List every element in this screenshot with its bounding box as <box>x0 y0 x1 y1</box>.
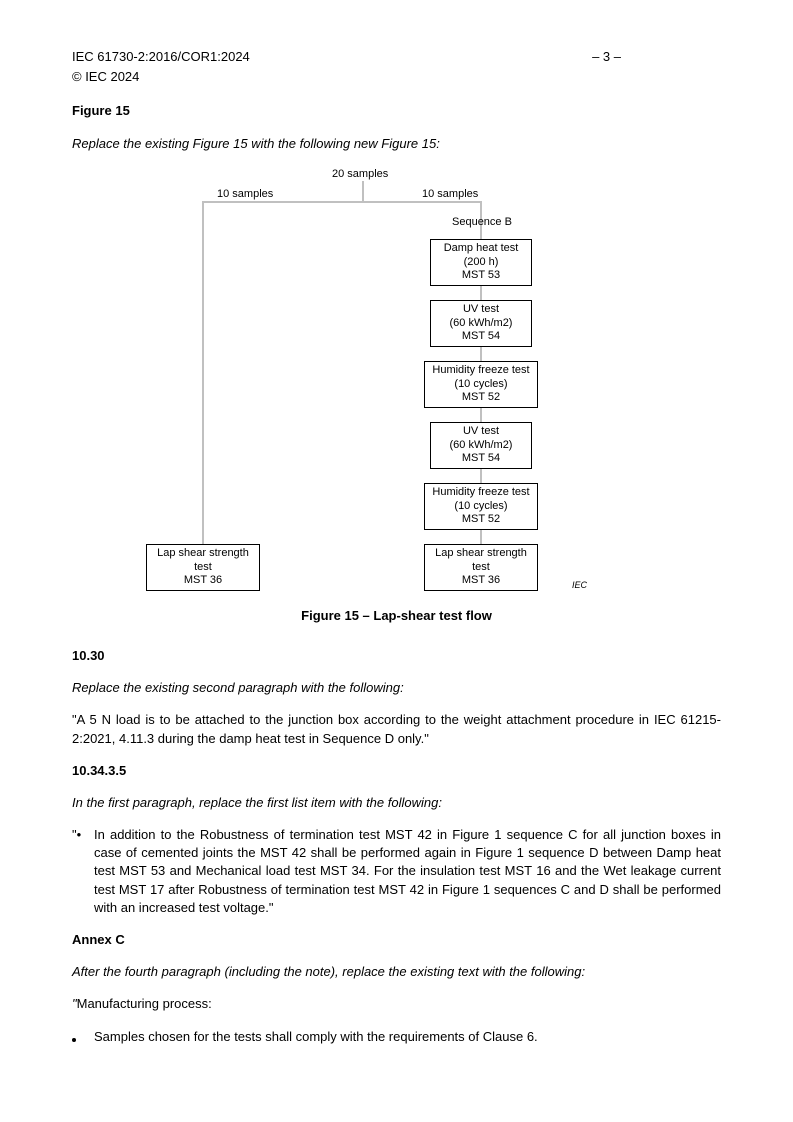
bullet-prefix: "• <box>72 826 94 917</box>
annex-c-title: Annex C <box>72 931 721 949</box>
page-header: IEC 61730-2:2016/COR1:2024 – 3 – <box>72 48 721 66</box>
annex-c-bullet-item: Samples chosen for the tests shall compl… <box>72 1028 721 1046</box>
connector <box>202 201 204 544</box>
figure-15-title: Figure 15 <box>72 102 721 120</box>
section-103435-list-item: "• In addition to the Robustness of term… <box>72 826 721 917</box>
box-uv-1: UV test(60 kWh/m2)MST 54 <box>430 300 532 347</box>
flowchart-figure-15: 20 samples 10 samples 10 samples Sequenc… <box>72 167 721 597</box>
top-samples-label: 20 samples <box>332 167 388 182</box>
bullet-dot <box>72 1028 94 1046</box>
section-1030-title: 10.30 <box>72 647 721 665</box>
annex-c-lead: "Manufacturing process: <box>72 995 721 1013</box>
sequence-b-label: Sequence B <box>452 215 512 230</box>
copyright-line: © IEC 2024 <box>72 68 721 86</box>
page-number: – 3 – <box>592 48 721 66</box>
box-uv-2: UV test(60 kWh/m2)MST 54 <box>430 422 532 469</box>
lead-text: Manufacturing process: <box>77 996 212 1011</box>
left-branch-label: 10 samples <box>217 187 273 202</box>
doc-ref: IEC 61730-2:2016/COR1:2024 <box>72 48 592 66</box>
section-1030-text: "A 5 N load is to be attached to the jun… <box>72 711 721 747</box>
annex-c-instruction: After the fourth paragraph (including th… <box>72 963 721 981</box>
list-text: In addition to the Robustness of termina… <box>94 826 721 917</box>
box-lap-shear-left: Lap shear strengthtestMST 36 <box>146 544 260 591</box>
figure-15-instruction: Replace the existing Figure 15 with the … <box>72 135 721 153</box>
section-103435-title: 10.34.3.5 <box>72 762 721 780</box>
connector <box>362 181 364 201</box>
figure-15-caption: Figure 15 – Lap-shear test flow <box>72 607 721 625</box>
box-damp-heat: Damp heat test(200 h)MST 53 <box>430 239 532 286</box>
box-humidity-1: Humidity freeze test(10 cycles)MST 52 <box>424 361 538 408</box>
right-branch-label: 10 samples <box>422 187 478 202</box>
section-103435-instruction: In the first paragraph, replace the firs… <box>72 794 721 812</box>
annex-c-bullet-text: Samples chosen for the tests shall compl… <box>94 1028 721 1046</box>
iec-mark: IEC <box>572 579 587 592</box>
box-lap-shear-right: Lap shear strengthtestMST 36 <box>424 544 538 591</box>
box-humidity-2: Humidity freeze test(10 cycles)MST 52 <box>424 483 538 530</box>
section-1030-instruction: Replace the existing second paragraph wi… <box>72 679 721 697</box>
